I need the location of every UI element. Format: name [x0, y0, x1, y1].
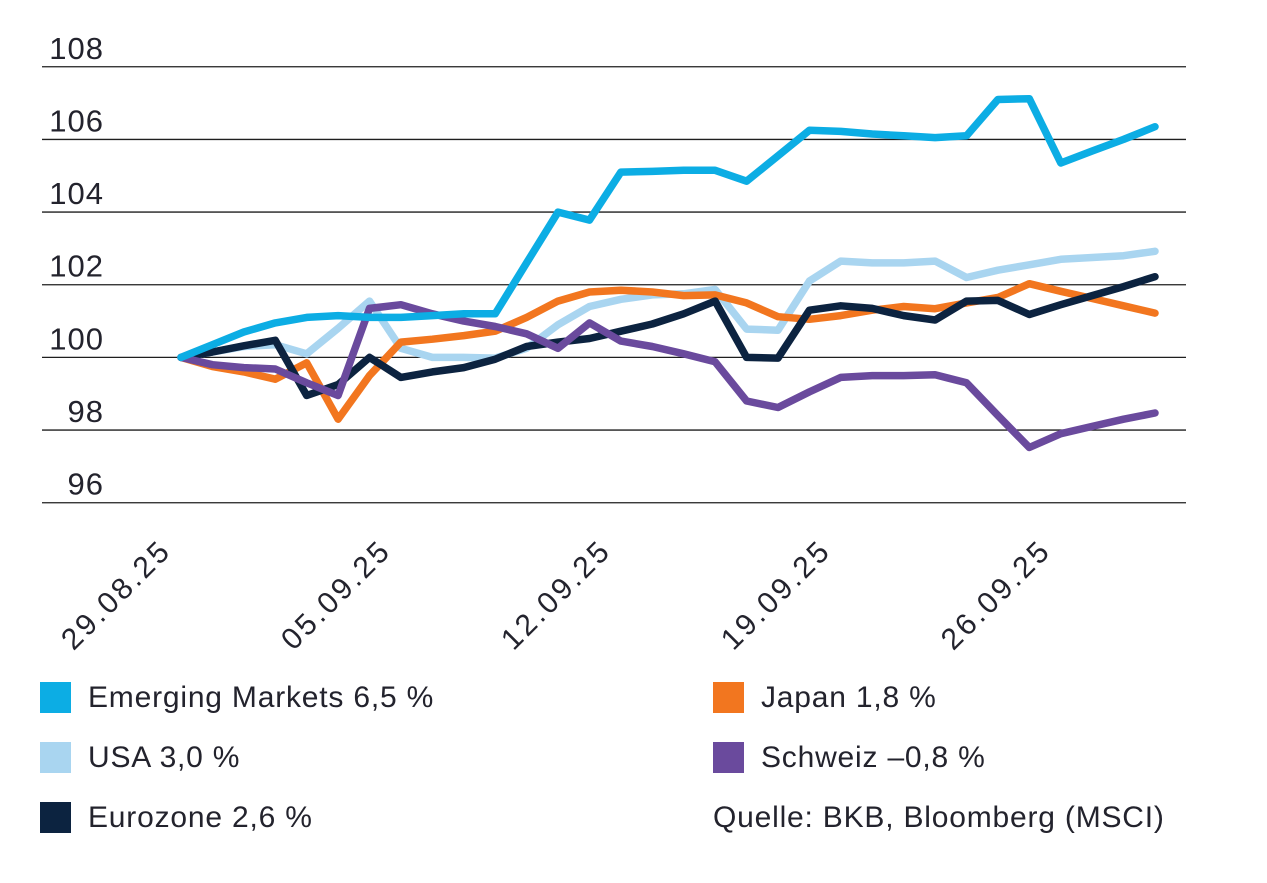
y-axis-labels: 108 106 104 102 100 98 96 [49, 31, 104, 502]
legend-swatch-usa [40, 742, 71, 773]
x-tick-label-19.09.25: 19.09.25 [715, 534, 838, 657]
legend-item-schweiz: Schweiz –0,8 % [713, 742, 1165, 773]
legend-label-emerging-markets: Emerging Markets 6,5 % [88, 681, 435, 714]
legend-item-eurozone: Eurozone 2,6 % [40, 802, 434, 833]
y-tick-label-108: 108 [49, 31, 104, 66]
series-line-schweiz [177, 300, 1159, 452]
legend-swatch-emerging-markets [40, 682, 71, 713]
series-line-emerging-markets [177, 94, 1159, 362]
legend-swatch-japan [713, 682, 744, 713]
y-tick-label-96: 96 [68, 467, 104, 502]
legend-item-japan: Japan 1,8 % [713, 682, 1165, 713]
legend-column-left: Emerging Markets 6,5 % USA 3,0 % Eurozon… [40, 682, 434, 833]
legend-label-eurozone: Eurozone 2,6 % [88, 801, 313, 834]
y-tick-label-104: 104 [49, 176, 104, 211]
x-tick-label-12.09.25: 12.09.25 [495, 534, 618, 657]
legend-item-usa: USA 3,0 % [40, 742, 434, 773]
legend-swatch-schweiz [713, 742, 744, 773]
x-tick-label-26.09.25: 26.09.25 [935, 534, 1058, 657]
x-tick-label-05.09.25: 05.09.25 [275, 534, 398, 657]
x-tick-label-29.08.25: 29.08.25 [55, 534, 178, 657]
legend-item-emerging-markets: Emerging Markets 6,5 % [40, 682, 434, 713]
x-axis-labels: 29.08.25 05.09.25 12.09.25 19.09.25 26.09.25 [55, 534, 1058, 657]
y-tick-label-102: 102 [49, 249, 104, 284]
y-tick-label-100: 100 [49, 321, 104, 356]
legend-column-right: Japan 1,8 % Schweiz –0,8 % Quelle: BKB, … [713, 682, 1165, 833]
source-note: Quelle: BKB, Bloomberg (MSCI) [713, 801, 1165, 834]
chart-legend: Emerging Markets 6,5 % USA 3,0 % Eurozon… [0, 668, 1267, 868]
y-tick-label-106: 106 [49, 103, 104, 138]
legend-label-schweiz: Schweiz –0,8 % [761, 741, 986, 774]
legend-swatch-eurozone [40, 802, 71, 833]
legend-label-japan: Japan 1,8 % [761, 681, 937, 714]
y-tick-label-98: 98 [68, 394, 104, 429]
series-lines [177, 94, 1159, 452]
legend-label-usa: USA 3,0 % [88, 741, 241, 774]
gridlines [42, 66, 1186, 504]
line-chart: 108 106 104 102 100 98 96 29.08.25 05.09.25 12.0… [42, 31, 1186, 657]
